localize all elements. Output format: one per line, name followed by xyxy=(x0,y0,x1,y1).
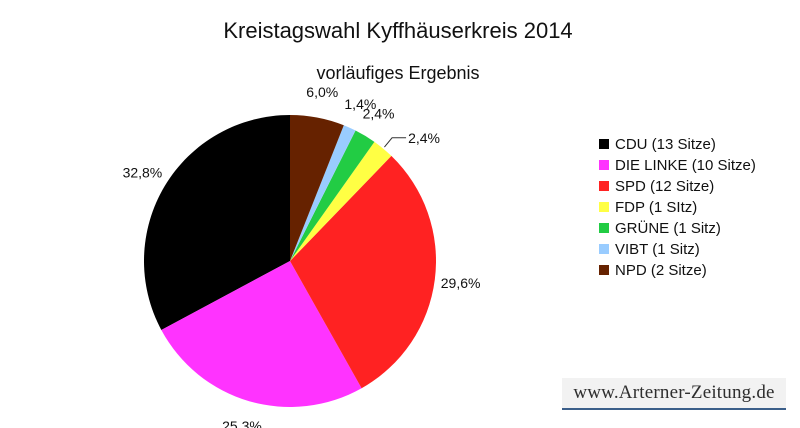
legend-label-2: DIE LINKE (10 Sitze) xyxy=(615,157,756,174)
pie-slice-5 xyxy=(290,130,375,261)
legend-label-1: CDU (13 Sitze) xyxy=(615,136,716,153)
pie-value-label-5: 2,4% xyxy=(363,106,395,122)
pie-slice-7 xyxy=(290,115,344,261)
pie-value-label-3: 29,6% xyxy=(441,275,481,291)
legend-swatch-5 xyxy=(599,223,609,233)
leader-line xyxy=(384,137,407,148)
legend-label-7: NPD (2 Sitze) xyxy=(615,262,707,279)
pie-slice-4 xyxy=(290,141,392,261)
pie-slice-6 xyxy=(290,125,356,262)
pie-value-label-1: 32,8% xyxy=(123,165,163,181)
legend-swatch-6 xyxy=(599,244,609,254)
pie-slice-1 xyxy=(143,115,290,330)
pie-value-label-4: 2,4% xyxy=(408,130,440,146)
pie-value-label-2: 25,3% xyxy=(222,418,262,428)
pie-slices xyxy=(143,115,436,407)
chart-title: Kreistagswahl Kyffhäuserkreis 2014 xyxy=(223,18,572,43)
pie-value-label-7: 6,0% xyxy=(306,84,338,100)
legend-swatch-4 xyxy=(599,202,609,212)
legend-label-6: VIBT (1 Sitz) xyxy=(615,241,700,258)
legend-label-4: FDP (1 SItz) xyxy=(615,199,697,216)
legend-label-5: GRÜNE (1 Sitz) xyxy=(615,219,721,237)
pie-slice-2 xyxy=(161,261,362,407)
legend: CDU (13 Sitze) DIE LINKE (10 Sitze) SPD (1… xyxy=(599,136,756,279)
legend-swatch-2 xyxy=(599,160,609,170)
legend-swatch-1 xyxy=(599,139,609,149)
legend-swatch-3 xyxy=(599,181,609,191)
pie-slice-3 xyxy=(290,155,436,389)
pie-value-labels: 32,8%25,3%29,6%2,4%2,4%1,4%6,0% xyxy=(123,84,481,428)
pie-value-label-6: 1,4% xyxy=(344,96,376,112)
legend-label-3: SPD (12 Sitze) xyxy=(615,178,714,195)
legend-swatch-7 xyxy=(599,265,609,275)
watermark: www.Arterner-Zeitung.de xyxy=(562,378,786,410)
chart-subtitle: vorläufiges Ergebnis xyxy=(316,63,479,83)
